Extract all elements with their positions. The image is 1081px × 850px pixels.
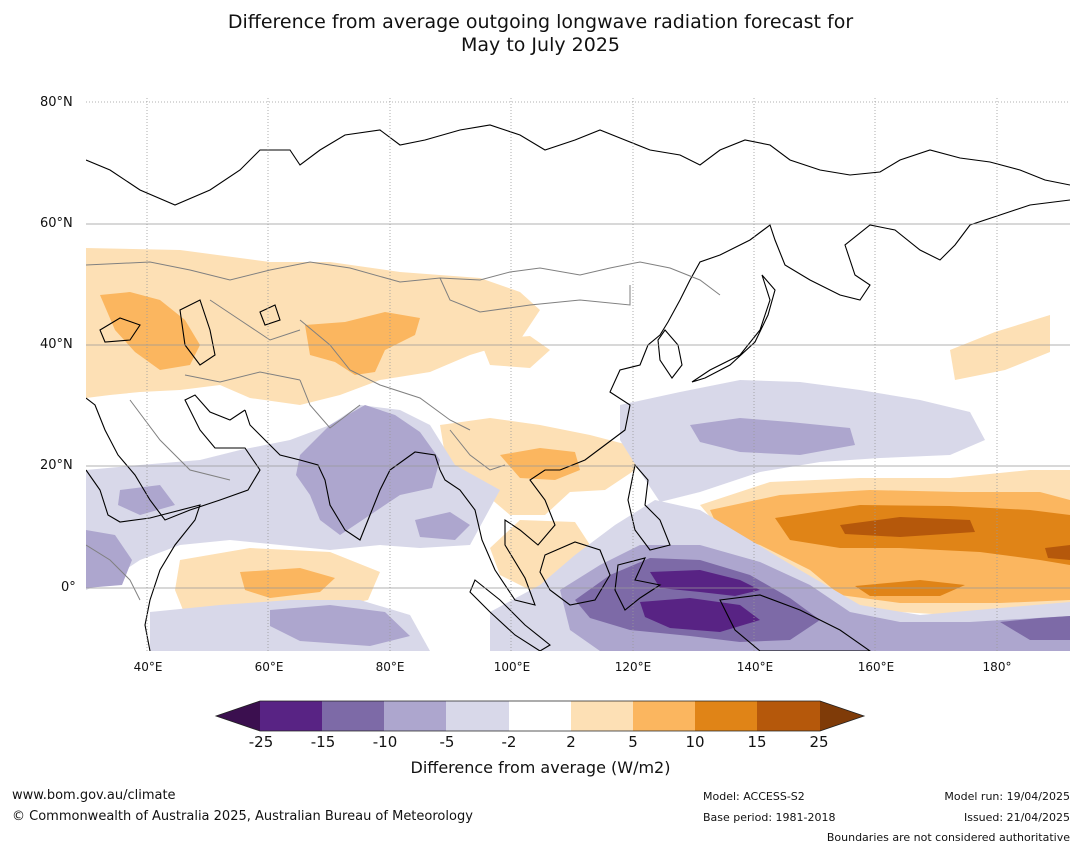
colorbar-extend-high xyxy=(820,701,864,731)
colorbar-tick: -10 xyxy=(372,733,398,751)
colorbar-segment xyxy=(633,701,695,731)
lat-label-40n: 40°N xyxy=(40,337,73,352)
colorbar-tick: 5 xyxy=(628,733,638,751)
colorbar-tick: 2 xyxy=(566,733,576,751)
colorbar-tick: -15 xyxy=(310,733,336,751)
colorbar-segment xyxy=(384,701,446,731)
border-myanmar xyxy=(449,429,506,471)
lon-label-180: 180° xyxy=(982,660,1012,674)
map-panel xyxy=(86,98,1070,651)
border-pakistan-india xyxy=(299,379,361,429)
lon-label-40e: 40°E xyxy=(133,660,163,674)
lon-label-80e: 80°E xyxy=(375,660,405,674)
colorbar-tick: 10 xyxy=(685,733,705,751)
coastline-new-guinea xyxy=(719,594,871,651)
lat-label-60n: 60°N xyxy=(40,216,73,231)
anomaly-moderate-indochina xyxy=(500,448,580,480)
coastline-black-sea xyxy=(99,317,141,343)
lon-label-120e: 120°E xyxy=(614,660,652,674)
anomaly-moderate-negative-south-indian xyxy=(270,605,410,646)
colorbar-label: Difference from average (W/m2) xyxy=(410,758,671,777)
lat-label-equator: 0° xyxy=(61,580,76,595)
coastline-philippines xyxy=(627,463,671,551)
border-east-africa-interior xyxy=(86,544,141,601)
coastline-sulawesi xyxy=(614,557,662,611)
coastline-arabia xyxy=(86,394,261,521)
anomaly-moderate-negative-west-pacific xyxy=(690,418,855,455)
colorbar xyxy=(214,700,866,732)
anomaly-very-strong-negative-banda-sea xyxy=(640,598,760,632)
colorbar-segment xyxy=(322,701,384,731)
border-mongolia xyxy=(439,277,631,313)
lon-label-100e: 100°E xyxy=(493,660,531,674)
colorbar-extend-low xyxy=(216,701,260,731)
footer-url: www.bom.gov.au/climate xyxy=(12,788,176,803)
anomaly-positive-north-pacific xyxy=(950,315,1050,380)
colorbar-segment xyxy=(509,701,571,731)
footer-model-run: Model run: 19/04/2025 xyxy=(944,790,1070,803)
footer-disclaimer: Boundaries are not considered authoritat… xyxy=(826,831,1070,844)
anomaly-moderate-negative-arabia xyxy=(118,485,175,515)
coastlines xyxy=(86,124,1070,651)
coastline-japan xyxy=(691,274,776,383)
footer-copyright: © Commonwealth of Australia 2025, Austra… xyxy=(12,809,473,824)
anomaly-very-strong-central-pacific xyxy=(840,517,975,537)
colorbar-segment xyxy=(571,701,633,731)
anomaly-very-strong-pacific-east xyxy=(1045,545,1070,560)
coastline-sumatra xyxy=(469,579,551,651)
anomaly-moderate-indian-ocean xyxy=(240,568,335,598)
colorbar-tick: -25 xyxy=(248,733,274,751)
border-arabia-interior xyxy=(129,399,231,481)
gridlines xyxy=(86,98,1070,651)
coastline-aral xyxy=(259,304,281,326)
coastline-east-africa xyxy=(86,469,201,651)
colorbar-segment xyxy=(695,701,757,731)
coastline-india xyxy=(244,409,441,541)
coastline-borneo xyxy=(539,541,611,606)
coastline-arctic xyxy=(86,124,1070,206)
colorbar-segment xyxy=(446,701,509,731)
lon-label-160e: 160°E xyxy=(857,660,895,674)
anomaly-moderate-negative-india xyxy=(296,405,440,535)
anomaly-very-strong-negative-sulawesi xyxy=(650,570,760,596)
colorbar-tick: -2 xyxy=(501,733,517,751)
footer-base-period: Base period: 1981-2018 xyxy=(703,811,836,824)
lon-label-60e: 60°E xyxy=(254,660,284,674)
anomaly-moderate-negative-bay xyxy=(415,512,470,540)
footer-issued: Issued: 21/04/2025 xyxy=(963,811,1070,824)
anomaly-moderate-tibet xyxy=(305,312,420,375)
anomaly-strong-negative-far-east xyxy=(1000,616,1070,640)
anomaly-positive-mongolia xyxy=(480,336,550,368)
border-russia-south xyxy=(86,261,721,296)
lat-label-80n: 80°N xyxy=(40,95,73,110)
border-iran xyxy=(184,371,301,383)
colorbar-tick: -5 xyxy=(439,733,455,751)
colorbar-segment xyxy=(757,701,820,731)
colorbar-outline xyxy=(214,700,866,732)
lat-label-20n: 20°N xyxy=(40,458,73,473)
colorbar-tick: 25 xyxy=(809,733,829,751)
map-title-line2: May to July 2025 xyxy=(461,34,620,56)
coastline-kamchatka xyxy=(559,199,1070,471)
anomaly-moderate-central-asia xyxy=(100,292,200,370)
footer-model: Model: ACCESS-S2 xyxy=(703,790,805,803)
colorbar-tick: 15 xyxy=(747,733,767,751)
border-central-asia xyxy=(209,299,301,341)
colorbar-segment xyxy=(260,701,322,731)
lon-label-140e: 140°E xyxy=(736,660,774,674)
map-title-line1: Difference from average outgoing longwav… xyxy=(227,11,854,33)
coastline-indochina xyxy=(439,469,560,606)
